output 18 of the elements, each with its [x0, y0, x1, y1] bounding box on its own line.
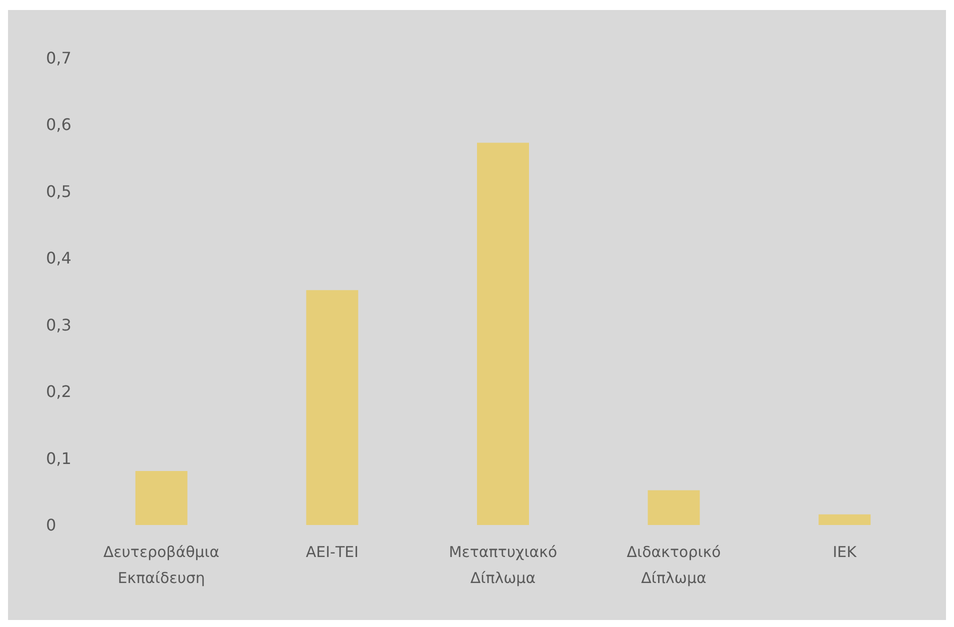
- y-tick-label: 0,3: [46, 315, 72, 334]
- bar: [135, 470, 188, 525]
- x-tick-label: ΑΕΙ-ΤΕΙ: [306, 543, 359, 561]
- bar: [818, 514, 871, 525]
- x-tick-label: ΙΕΚ: [832, 543, 858, 561]
- x-tick-label: Μεταπτυχιακό Δίπλωμα: [448, 543, 558, 587]
- bar: [477, 142, 529, 525]
- y-tick-label: 0,4: [46, 248, 72, 268]
- y-tick-label: 0,1: [46, 448, 72, 468]
- bar: [648, 490, 700, 525]
- y-tick-label: 0,6: [46, 115, 72, 134]
- x-tick-label: Δευτεροβάθμια Εκπαίδευση: [103, 543, 220, 587]
- bar: [306, 290, 358, 525]
- x-tick-label: Διδακτορικό Δίπλωμα: [626, 543, 721, 587]
- y-tick-label: 0,5: [46, 182, 72, 201]
- y-tick-label: 0: [46, 516, 56, 534]
- y-tick-label: 0,7: [46, 48, 72, 68]
- y-tick-label: 0,2: [46, 382, 72, 402]
